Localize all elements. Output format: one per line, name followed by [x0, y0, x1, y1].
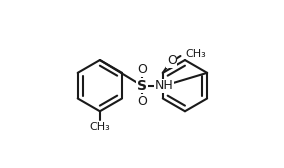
Text: O: O [137, 95, 147, 108]
Text: O: O [137, 64, 147, 76]
Text: S: S [137, 79, 147, 93]
Text: O: O [167, 54, 177, 67]
Text: CH₃: CH₃ [89, 122, 110, 133]
Text: NH: NH [155, 79, 174, 92]
Text: CH₃: CH₃ [185, 49, 206, 59]
